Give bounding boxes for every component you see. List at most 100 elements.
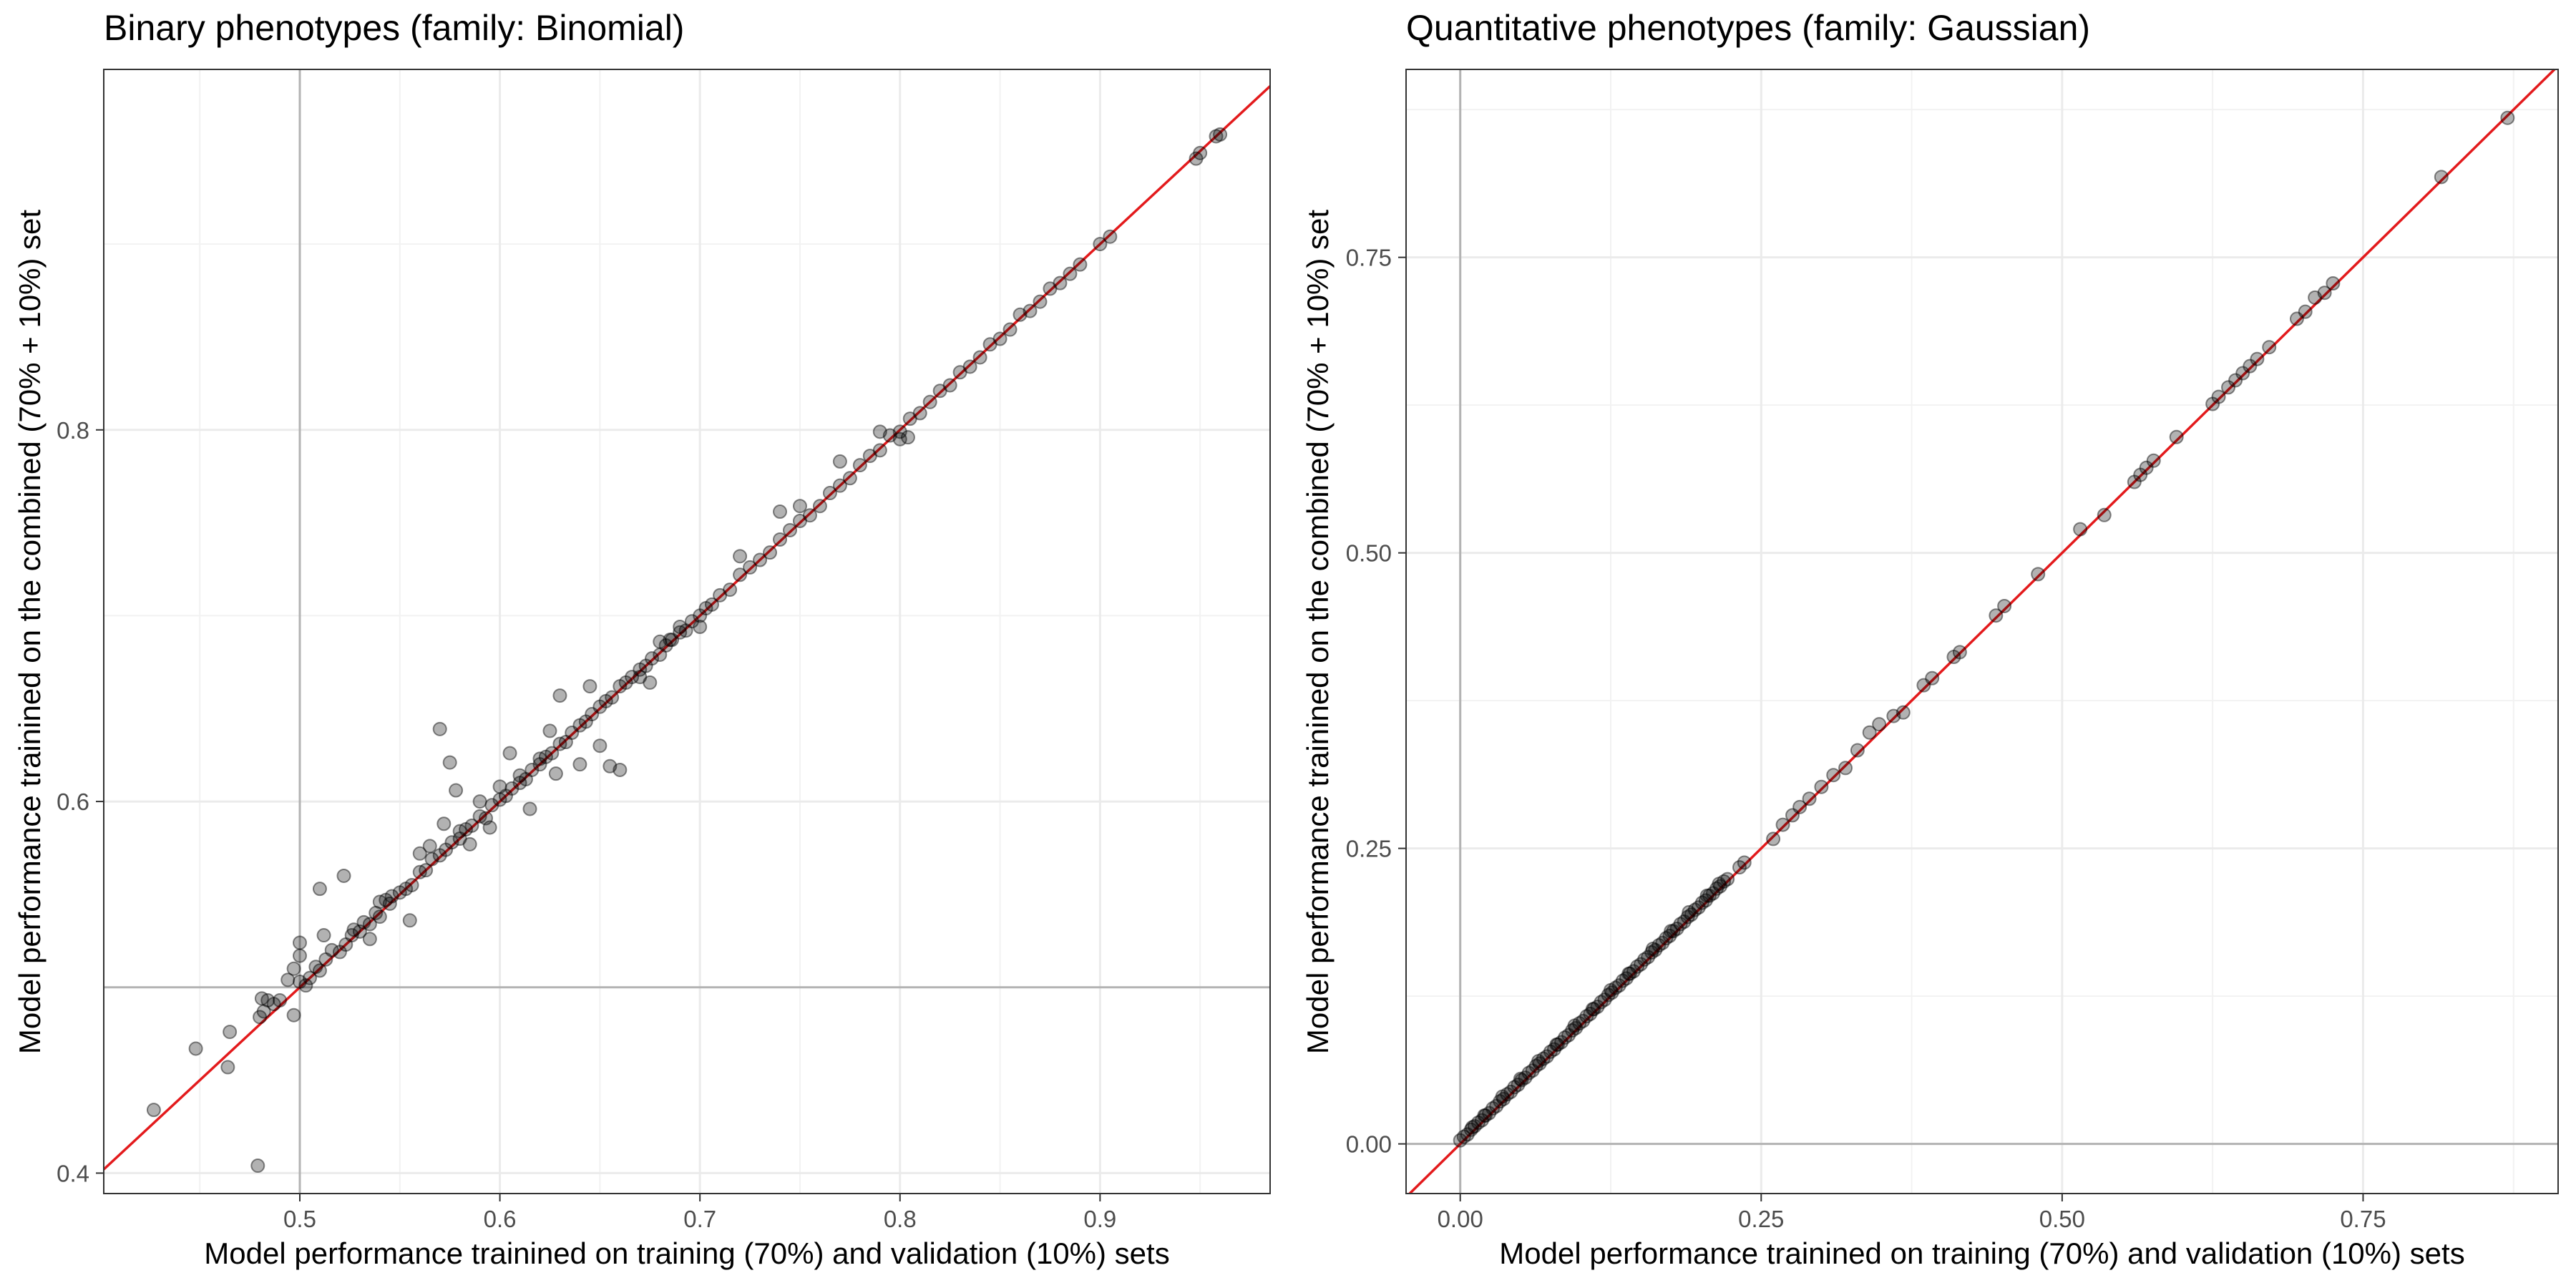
data-point (1673, 917, 1688, 932)
y-tick-label: 0.4 (57, 1160, 89, 1186)
identity-line (102, 85, 1272, 1171)
identity-line-segment (1408, 68, 2556, 1195)
data-point (1477, 1108, 1492, 1123)
data-point (782, 522, 797, 537)
data-point (2243, 358, 2258, 374)
data-point (2211, 389, 2226, 404)
data-point (1496, 1091, 1511, 1106)
data-point (1802, 791, 1817, 806)
data-point (2326, 276, 2341, 291)
data-point (512, 768, 527, 783)
data-point (653, 634, 668, 649)
data-point (1503, 1084, 1518, 1099)
data-point (952, 365, 967, 380)
data-point (1554, 1035, 1569, 1050)
data-point (572, 718, 587, 733)
data-point (842, 471, 857, 486)
data-point (558, 735, 573, 750)
binomial-panel: Binary phenotypes (family: Binomial) 0.5… (13, 8, 1272, 1270)
data-point (1576, 1013, 1591, 1028)
gaussian-panel: Quantitative phenotypes (family: Gaussia… (1288, 0, 2576, 1288)
data-point (1838, 761, 1853, 776)
data-point (1622, 966, 1637, 981)
data-point (1792, 799, 1807, 814)
data-point (316, 928, 331, 943)
data-point (372, 894, 387, 909)
data-point (1717, 874, 1732, 889)
data-point (1495, 1089, 1510, 1104)
data-point (1002, 322, 1018, 337)
data-point (582, 679, 597, 694)
data-point (392, 885, 407, 900)
data-point (1694, 895, 1709, 910)
data-point (684, 614, 699, 629)
x-tick-label: 0.50 (2039, 1206, 2085, 1232)
data-point (1546, 1042, 1561, 1057)
data-point (1013, 307, 1028, 322)
data-point (872, 443, 887, 458)
data-point (862, 449, 877, 464)
data-point (643, 675, 658, 690)
data-point (336, 868, 351, 883)
data-point (302, 970, 317, 985)
y-tick-label: 0.00 (1346, 1131, 1392, 1158)
data-point (673, 620, 688, 635)
data-point (572, 757, 587, 772)
data-point (2073, 522, 2088, 537)
data-point (250, 1158, 265, 1174)
data-point (286, 961, 301, 976)
data-point (578, 714, 593, 729)
data-point (2031, 567, 2046, 582)
data-point (1644, 945, 1659, 960)
data-point (922, 394, 937, 409)
data-point (1103, 229, 1118, 244)
data-point (1456, 1129, 1471, 1144)
y-axis-title: Model performance trainined on the combi… (1301, 210, 1335, 1054)
data-point (1209, 129, 1224, 144)
data-point (618, 675, 633, 690)
data-point (462, 836, 477, 852)
data-point (436, 816, 452, 831)
data-point (419, 863, 434, 878)
x-axis: 0.5 0.6 0.7 0.8 0.9 (283, 1194, 1116, 1232)
data-point (1603, 982, 1618, 997)
data-point (532, 751, 547, 766)
data-point (723, 582, 738, 597)
data-point (1997, 598, 2012, 613)
data-point (1561, 1028, 1576, 1043)
data-point (1732, 860, 1747, 875)
data-point (1453, 1133, 1468, 1148)
y-tick-label: 0.25 (1346, 836, 1392, 862)
data-point (1611, 978, 1626, 993)
data-point (1702, 888, 1717, 903)
data-point (2228, 373, 2243, 388)
data-point (472, 794, 487, 809)
data-point (292, 948, 307, 963)
data-point (1666, 924, 1681, 939)
data-point (912, 406, 927, 421)
x-axis-title: Model performance trainined on training … (1499, 1236, 2464, 1270)
data-point (2298, 304, 2313, 319)
data-point (220, 1060, 235, 1075)
data-point (1536, 1051, 1551, 1066)
x-tick-label: 0.8 (884, 1206, 917, 1232)
data-point (432, 721, 447, 736)
data-point (1521, 1065, 1536, 1080)
data-point (1705, 886, 1720, 901)
data-point (1608, 980, 1623, 995)
data-point (146, 1103, 161, 1118)
data-point (379, 892, 394, 907)
data-point (613, 679, 628, 694)
data-point (312, 963, 327, 978)
data-point (1193, 145, 1208, 160)
data-point (1737, 855, 1752, 870)
y-axis: 0.4 0.6 0.8 (57, 417, 104, 1186)
data-point (1680, 909, 1695, 924)
data-point (412, 864, 427, 879)
data-point (1590, 999, 1605, 1014)
data-point (459, 822, 474, 837)
data-point (538, 749, 553, 764)
data-point (362, 917, 377, 932)
data-point (484, 798, 499, 813)
data-point (1470, 1115, 1485, 1130)
